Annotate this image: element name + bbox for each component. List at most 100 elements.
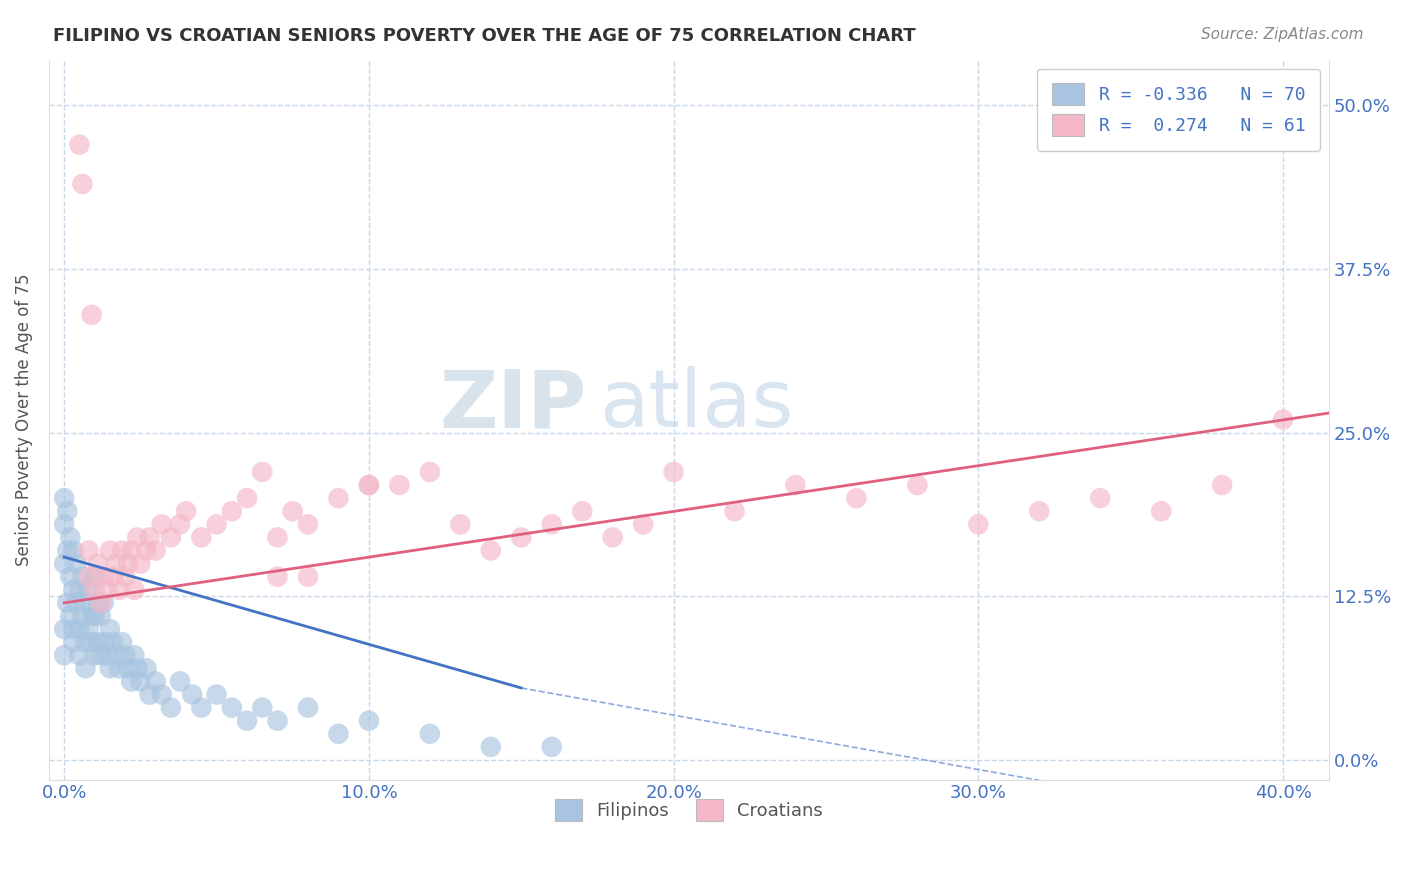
Point: [662, 465, 685, 479]
Point: [111, 635, 134, 649]
Text: FILIPINO VS CROATIAN SENIORS POVERTY OVER THE AGE OF 75 CORRELATION CHART: FILIPINO VS CROATIAN SENIORS POVERTY OVE…: [53, 27, 917, 45]
Legend: Filipinos, Croatians: Filipinos, Croatians: [540, 784, 838, 836]
Point: [98, 543, 121, 558]
Point: [540, 739, 562, 754]
Point: [221, 700, 243, 714]
Point: [723, 504, 745, 518]
Point: [449, 517, 471, 532]
Point: [602, 530, 624, 544]
Point: [190, 700, 212, 714]
Point: [90, 648, 112, 663]
Point: [117, 557, 139, 571]
Point: [297, 700, 319, 714]
Point: [266, 570, 288, 584]
Point: [114, 570, 136, 584]
Point: [53, 622, 76, 636]
Point: [111, 543, 134, 558]
Point: [77, 570, 100, 584]
Point: [252, 465, 274, 479]
Point: [59, 530, 82, 544]
Point: [266, 714, 288, 728]
Point: [160, 700, 183, 714]
Point: [1090, 491, 1112, 505]
Point: [56, 596, 79, 610]
Point: [150, 517, 173, 532]
Point: [190, 530, 212, 544]
Point: [236, 714, 259, 728]
Point: [108, 582, 131, 597]
Y-axis label: Seniors Poverty Over the Age of 75: Seniors Poverty Over the Age of 75: [15, 273, 32, 566]
Point: [87, 635, 110, 649]
Point: [72, 609, 94, 624]
Point: [98, 661, 121, 675]
Point: [221, 504, 243, 518]
Point: [77, 622, 100, 636]
Point: [75, 661, 97, 675]
Point: [62, 543, 84, 558]
Point: [120, 543, 142, 558]
Point: [571, 504, 593, 518]
Point: [174, 504, 197, 518]
Point: [108, 661, 131, 675]
Point: [419, 727, 441, 741]
Point: [357, 714, 380, 728]
Point: [80, 635, 103, 649]
Point: [62, 635, 84, 649]
Point: [75, 596, 97, 610]
Point: [56, 543, 79, 558]
Point: [328, 727, 350, 741]
Point: [236, 491, 259, 505]
Point: [62, 582, 84, 597]
Point: [114, 648, 136, 663]
Text: atlas: atlas: [599, 367, 793, 444]
Point: [120, 674, 142, 689]
Point: [145, 674, 167, 689]
Point: [93, 596, 115, 610]
Point: [83, 609, 105, 624]
Point: [69, 137, 91, 152]
Point: [138, 530, 160, 544]
Point: [205, 517, 228, 532]
Point: [101, 570, 124, 584]
Point: [77, 543, 100, 558]
Point: [785, 478, 807, 492]
Point: [510, 530, 533, 544]
Point: [266, 530, 288, 544]
Point: [80, 609, 103, 624]
Point: [69, 648, 91, 663]
Point: [1150, 504, 1173, 518]
Point: [105, 648, 128, 663]
Point: [297, 517, 319, 532]
Point: [87, 557, 110, 571]
Point: [127, 530, 149, 544]
Point: [328, 491, 350, 505]
Point: [69, 582, 91, 597]
Point: [53, 648, 76, 663]
Point: [419, 465, 441, 479]
Point: [129, 557, 152, 571]
Text: ZIP: ZIP: [439, 367, 586, 444]
Point: [105, 557, 128, 571]
Point: [117, 661, 139, 675]
Point: [479, 543, 502, 558]
Point: [90, 596, 112, 610]
Point: [160, 530, 183, 544]
Point: [75, 635, 97, 649]
Point: [77, 582, 100, 597]
Point: [83, 582, 105, 597]
Point: [72, 570, 94, 584]
Point: [65, 557, 87, 571]
Point: [124, 582, 146, 597]
Point: [90, 609, 112, 624]
Point: [631, 517, 654, 532]
Point: [169, 674, 191, 689]
Text: Source: ZipAtlas.com: Source: ZipAtlas.com: [1201, 27, 1364, 42]
Point: [87, 596, 110, 610]
Point: [101, 635, 124, 649]
Point: [138, 688, 160, 702]
Point: [540, 517, 562, 532]
Point: [357, 478, 380, 492]
Point: [80, 308, 103, 322]
Point: [59, 609, 82, 624]
Point: [96, 582, 118, 597]
